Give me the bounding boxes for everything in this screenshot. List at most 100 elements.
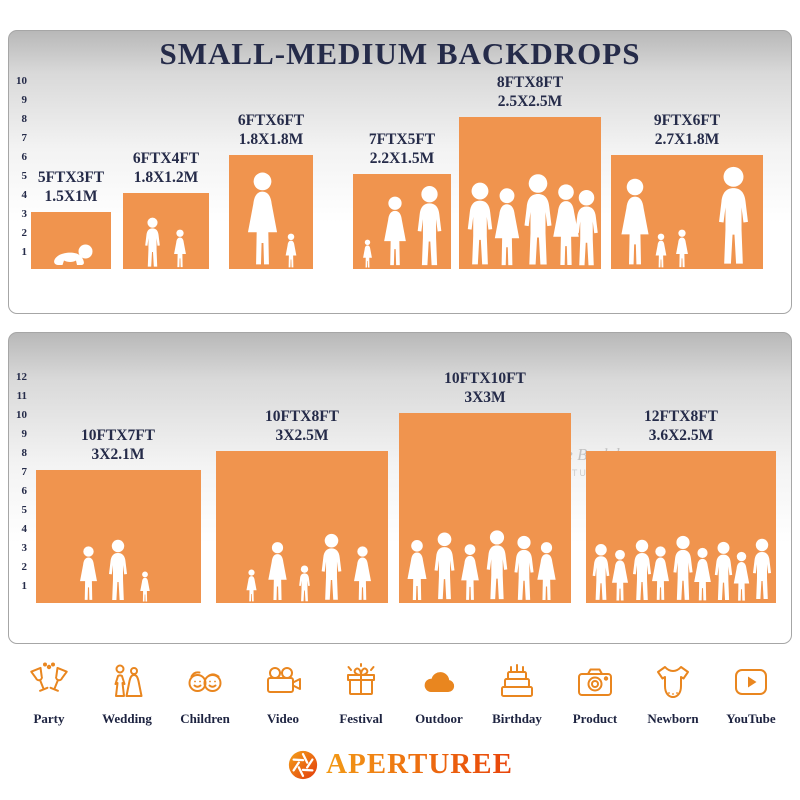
backdrop-size-m: 3X2.5M xyxy=(275,427,329,445)
backdrop-rect-5x3 xyxy=(31,212,111,269)
backdrop-label: 9FTX6FT 2.7X1.8M xyxy=(654,112,720,150)
axis-tick-label: 7 xyxy=(21,466,28,478)
child-silhouette xyxy=(299,565,310,602)
backdrop-label: 10FTX7FT 3X2.1M xyxy=(81,427,155,465)
backdrop-size-m: 3.6X2.5M xyxy=(648,427,714,445)
person-silhouette xyxy=(109,539,127,600)
category-label: Product xyxy=(572,711,618,726)
backdrop-rect-6x4 xyxy=(123,193,209,269)
silhouette-group xyxy=(54,244,93,265)
category-label: Party xyxy=(33,711,65,726)
person-silhouette xyxy=(673,535,693,600)
party-icon xyxy=(30,662,68,692)
backdrop-label: 10FTX8FT 3X2.5M xyxy=(265,408,339,446)
person-silhouette xyxy=(145,217,160,267)
person-silhouette xyxy=(494,188,520,266)
axis-tick-label: 5 xyxy=(21,504,28,516)
backdrop-size-m: 2.5X2.5M xyxy=(497,93,563,111)
child-silhouette xyxy=(363,239,372,268)
aperture-icon xyxy=(288,750,318,779)
category-birthday: Birthday xyxy=(480,662,554,727)
silhouette-group xyxy=(407,530,556,600)
axis-tick-label: 5 xyxy=(21,170,28,182)
axis-tick-label: 3 xyxy=(21,542,28,554)
backdrop-size-ft: 6FTX4FT xyxy=(132,150,200,168)
silhouette-group xyxy=(363,186,442,268)
category-label: Festival xyxy=(339,711,383,726)
category-party: Party xyxy=(12,662,86,727)
person-silhouette xyxy=(384,196,406,266)
silhouette-group xyxy=(247,172,297,268)
person-silhouette xyxy=(575,190,598,266)
backdrop-rect-9x6 xyxy=(611,155,763,269)
category-label: Children xyxy=(180,711,230,726)
category-label: Birthday xyxy=(492,711,542,726)
child-silhouette xyxy=(285,233,297,268)
backdrop-rect-10x7 xyxy=(36,470,201,603)
backdrop-size-ft: 10FTX7FT xyxy=(80,427,156,445)
axis-tick-label: 10 xyxy=(16,75,27,87)
axis-tick-label: 3 xyxy=(21,208,28,220)
category-label: YouTube xyxy=(726,711,776,726)
axis-tick-label: 4 xyxy=(21,189,28,201)
backdrop-label: 5FTX3FT 1.5X1M xyxy=(38,169,104,207)
category-outdoor: Outdoor xyxy=(402,662,476,727)
axis-tick-label: 11 xyxy=(16,390,27,402)
person-silhouette xyxy=(633,539,651,600)
person-silhouette xyxy=(694,547,711,601)
birthday-icon xyxy=(501,664,533,697)
person-silhouette xyxy=(247,172,278,265)
backdrop-size-m: 1.5X1M xyxy=(44,188,98,206)
silhouette-group xyxy=(592,535,771,601)
category-product: Product xyxy=(558,662,632,727)
child-silhouette xyxy=(140,571,150,602)
silhouette-group xyxy=(80,539,150,602)
wedding-icon xyxy=(114,664,143,697)
child-silhouette xyxy=(676,229,688,268)
backdrop-size-ft: 8FTX8FT xyxy=(496,74,564,92)
axis-tick-label: 1 xyxy=(21,580,28,592)
backdrop-label: 6FTX6FT 1.8X1.8M xyxy=(238,112,304,150)
category-label: Wedding xyxy=(102,711,152,726)
category-wedding: Wedding xyxy=(90,662,164,727)
backdrop-rect-7x5 xyxy=(353,174,451,269)
axis-tick-label: 7 xyxy=(21,132,28,144)
brand-logo: APERTUREE xyxy=(0,748,800,781)
person-silhouette xyxy=(486,530,508,600)
silhouette-group xyxy=(621,166,748,268)
axis-tick-label: 8 xyxy=(21,113,28,125)
axis-tick-label: 6 xyxy=(21,485,28,497)
backdrop-size-ft: 10FTX10FT xyxy=(444,370,526,388)
axis-tick-label: 2 xyxy=(21,227,28,239)
backdrop-size-m: 1.8X1.8M xyxy=(238,131,304,149)
category-youtube: YouTube xyxy=(714,662,788,727)
category-newborn: Newborn xyxy=(636,662,710,727)
person-silhouette xyxy=(434,532,455,600)
backdrop-rect-8x8 xyxy=(459,117,601,269)
person-silhouette xyxy=(321,533,342,600)
person-silhouette xyxy=(514,535,534,600)
backdrop-size-ft: 7FTX5FT xyxy=(368,131,436,149)
backdrop-size-m: 3X2.1M xyxy=(91,446,145,464)
axis-tick-label: 12 xyxy=(16,371,27,383)
axis-tick-label: 10 xyxy=(16,409,27,421)
person-silhouette xyxy=(592,544,610,600)
category-children: Children xyxy=(168,662,242,727)
person-silhouette xyxy=(417,186,442,266)
backdrop-rect-12x8 xyxy=(586,451,776,603)
newborn-icon xyxy=(657,666,689,698)
person-silhouette xyxy=(537,542,556,600)
y-axis-bottom: 1 2 3 4 5 6 7 8 9 10 11 12 xyxy=(12,351,27,603)
backdrop-label: 10FTX10FT 3X3M xyxy=(444,370,526,408)
person-silhouette xyxy=(467,182,493,265)
person-silhouette xyxy=(719,166,748,264)
backdrop-size-ft: 9FTX6FT xyxy=(653,112,721,130)
panel-small-medium: SMALL-MEDIUM BACKDROPS 1 2 3 4 5 6 7 8 9 10 5FTX3… xyxy=(8,30,792,314)
backdrop-size-ft: 5FTX3FT xyxy=(37,169,105,187)
y-axis-top: 1 2 3 4 5 6 7 8 9 10 xyxy=(12,57,27,269)
child-silhouette xyxy=(655,233,667,268)
person-silhouette xyxy=(407,540,427,600)
category-festival: Festival xyxy=(324,662,398,727)
backdrop-label: 7FTX5FT 2.2X1.5M xyxy=(369,131,435,169)
person-silhouette xyxy=(621,178,649,265)
